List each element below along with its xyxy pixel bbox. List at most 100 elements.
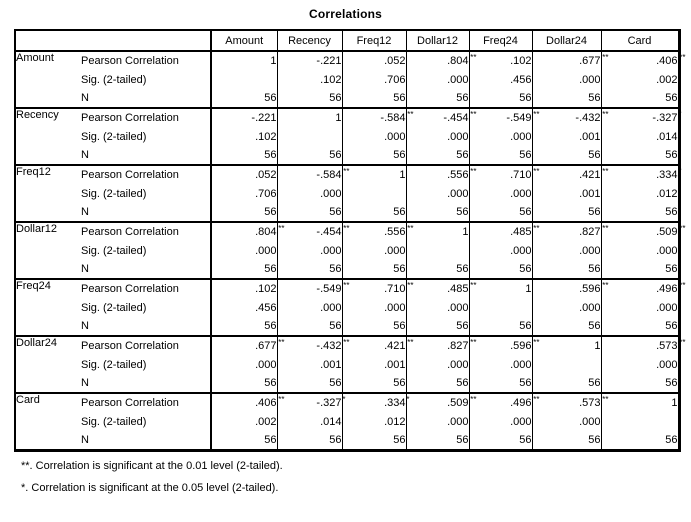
table-row: N 56 56 56 56 56 56 56 bbox=[15, 431, 679, 450]
value-cell: .000 bbox=[468, 412, 532, 431]
significance-mark: ** bbox=[679, 281, 686, 290]
correlation-value: .421 bbox=[579, 169, 601, 181]
significance-mark: ** bbox=[343, 167, 350, 176]
significance-mark: ** bbox=[602, 53, 609, 62]
row-variable-label: Recency bbox=[16, 109, 59, 121]
variable-group-freq12: Freq12 Pearson Correlation .052 -.584 ** 1.55… bbox=[15, 165, 682, 222]
value-cell: 56 bbox=[600, 89, 679, 108]
value-cell: .000 bbox=[468, 355, 532, 374]
value-cell: .000 bbox=[405, 298, 469, 317]
significance-mark: ** bbox=[533, 167, 540, 176]
value-cell: .102 bbox=[210, 279, 277, 298]
stat-label: N bbox=[81, 377, 89, 389]
correlation-value: -.432 bbox=[316, 340, 342, 352]
significance-mark: ** bbox=[679, 224, 686, 233]
row-variable-label: Freq12 bbox=[16, 166, 51, 178]
significance-mark: ** bbox=[407, 224, 414, 233]
value-cell: 56 bbox=[210, 317, 277, 336]
table-row: Sig. (2-tailed) .002.014.012.000.000.000 bbox=[15, 412, 679, 431]
significance-mark: * bbox=[406, 395, 410, 404]
row-variable-label: Card bbox=[16, 394, 40, 406]
value-cell: .509 ** bbox=[405, 393, 477, 412]
stat-label: N bbox=[81, 433, 89, 446]
value-cell: .000 bbox=[210, 355, 277, 374]
value-cell: 56 bbox=[531, 260, 601, 279]
value-cell: .573 ** bbox=[600, 336, 686, 355]
correlation-value: .804 bbox=[255, 226, 277, 238]
significance-mark: ** bbox=[407, 338, 414, 347]
row-variable-label: Dollar24 bbox=[16, 337, 57, 349]
value-cell: .573 ** bbox=[531, 393, 609, 412]
value-cell: 56 bbox=[276, 317, 342, 336]
value-cell: 56 bbox=[405, 260, 469, 279]
correlation-value: -.327 bbox=[316, 397, 342, 409]
value-cell: -.221 bbox=[276, 51, 342, 70]
value-cell bbox=[531, 355, 601, 374]
value-cell: 56 bbox=[276, 89, 342, 108]
significance-mark: ** bbox=[278, 224, 285, 233]
value-cell: .000 bbox=[531, 298, 601, 317]
correlation-value: -.454 bbox=[443, 112, 469, 124]
value-cell: 56 bbox=[276, 146, 342, 165]
significance-mark: ** bbox=[533, 224, 540, 233]
value-cell: .556 ** bbox=[341, 222, 414, 241]
value-cell: .001 bbox=[341, 355, 406, 374]
significance-mark: ** bbox=[470, 395, 477, 404]
table-row: Sig. (2-tailed) .102.000.000.000.001.014 bbox=[15, 127, 679, 146]
value-cell: 56 bbox=[405, 317, 469, 336]
corner-cell bbox=[15, 30, 211, 51]
value-cell: .000 bbox=[405, 412, 469, 431]
value-cell: .012 bbox=[600, 184, 679, 203]
correlation-value: .556 bbox=[384, 226, 406, 238]
table-row: Card Pearson Correlation .406 ** -.327* .334*… bbox=[15, 393, 679, 412]
value-cell: 56 bbox=[600, 260, 679, 279]
value-cell: 1 bbox=[405, 222, 469, 241]
significance-mark: ** bbox=[278, 338, 285, 347]
value-cell: 56 bbox=[341, 146, 406, 165]
value-cell bbox=[210, 70, 277, 89]
table-row: Sig. (2-tailed) .000.001.001.000.000.000 bbox=[15, 355, 679, 374]
table-row: Sig. (2-tailed) .102.706.000.456.000.002 bbox=[15, 70, 679, 89]
value-cell: -.584 ** bbox=[276, 165, 350, 184]
value-cell: .456 bbox=[468, 70, 532, 89]
correlation-value: -.454 bbox=[316, 226, 342, 238]
value-cell: 1 bbox=[341, 165, 406, 184]
table-row: N 56 56 56 56 56 56 56 bbox=[15, 203, 679, 222]
value-cell: .000 bbox=[468, 241, 532, 260]
value-cell: 56 bbox=[468, 431, 532, 450]
value-cell: .001 bbox=[276, 355, 342, 374]
value-cell: -.549 ** bbox=[276, 279, 350, 298]
value-cell: 56 bbox=[341, 317, 406, 336]
value-cell: 56 bbox=[405, 89, 469, 108]
correlation-value: .573 bbox=[656, 340, 678, 352]
table-row: Freq24 Pearson Correlation .102 -.549 ** .710… bbox=[15, 279, 686, 298]
value-cell: 56 bbox=[210, 374, 277, 393]
value-cell: .002 bbox=[600, 70, 679, 89]
value-cell: .000 bbox=[210, 241, 277, 260]
value-cell: .052 bbox=[210, 165, 277, 184]
correlation-value: .485 bbox=[447, 283, 469, 295]
value-cell: 56 bbox=[531, 146, 601, 165]
significance-mark: ** bbox=[602, 224, 609, 233]
value-cell: 56 bbox=[468, 374, 532, 393]
column-header-recency: Recency bbox=[276, 30, 342, 51]
significance-mark: ** bbox=[407, 110, 414, 119]
correlation-value: .596 bbox=[579, 283, 601, 295]
value-cell: 56 bbox=[341, 374, 406, 393]
value-cell: 56 bbox=[405, 146, 469, 165]
value-cell: 1 bbox=[531, 336, 601, 355]
value-cell: .496 ** bbox=[600, 279, 686, 298]
significance-mark: ** bbox=[602, 110, 609, 119]
value-cell: 56 bbox=[531, 431, 601, 450]
value-cell: .706 bbox=[341, 70, 406, 89]
value-cell: 56 bbox=[405, 374, 469, 393]
correlation-value: -.584 bbox=[316, 169, 342, 181]
stat-label: Sig. (2-tailed) bbox=[81, 187, 147, 200]
value-cell: .710 ** bbox=[468, 165, 540, 184]
value-cell: .000 bbox=[341, 298, 406, 317]
value-cell: -.327* bbox=[276, 393, 346, 412]
significance-mark: * bbox=[342, 395, 346, 404]
value-cell: .496 ** bbox=[468, 393, 540, 412]
table-row: Sig. (2-tailed) .706.000.000.000.001.012 bbox=[15, 184, 679, 203]
